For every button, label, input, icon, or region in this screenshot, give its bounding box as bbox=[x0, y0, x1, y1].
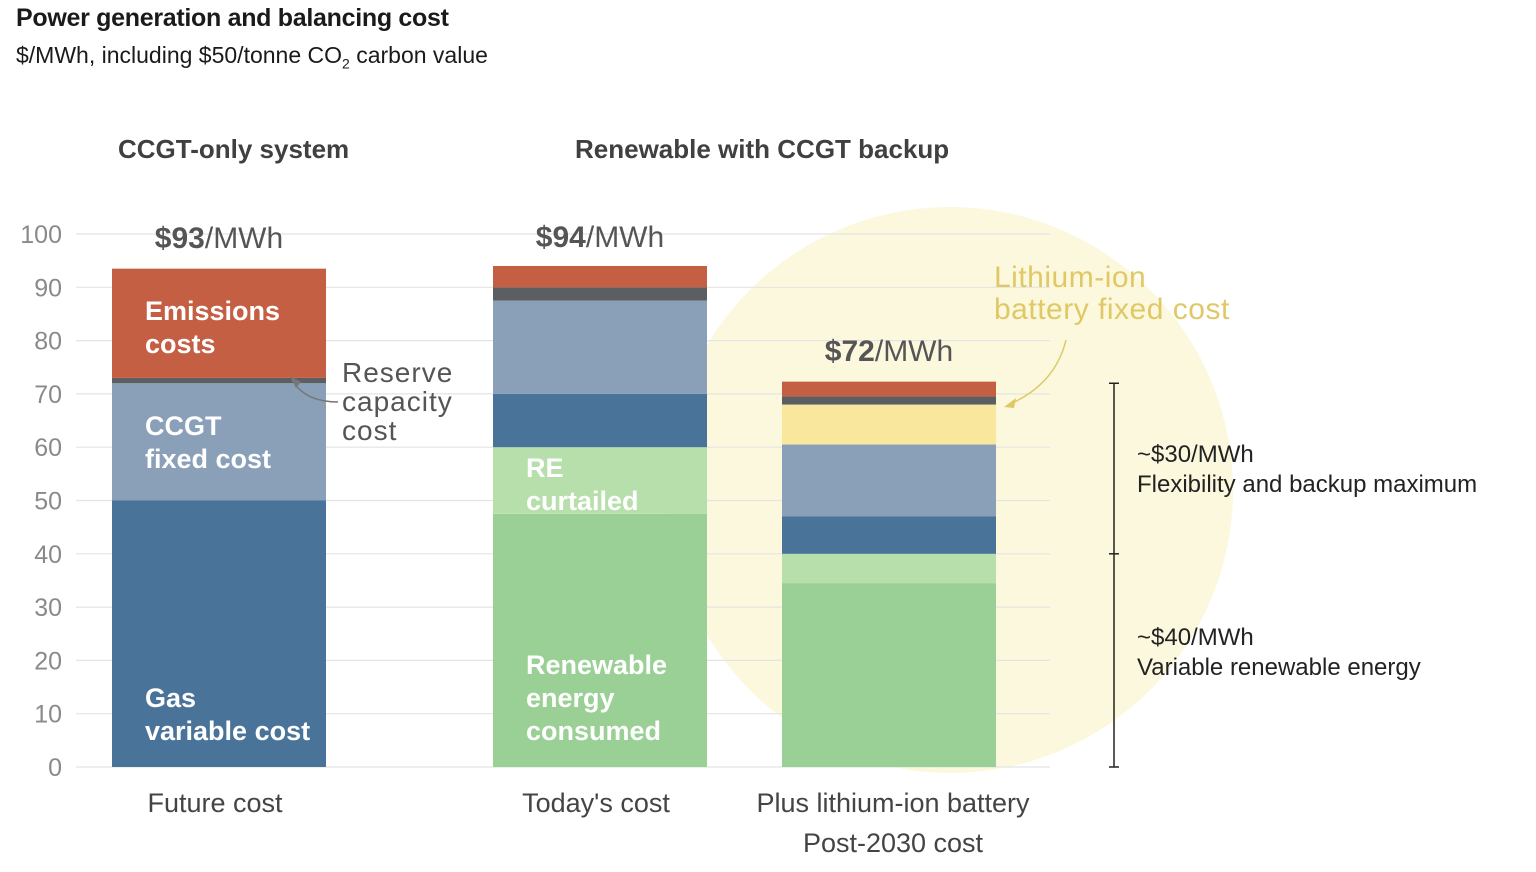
chart-title: Power generation and balancing cost bbox=[16, 4, 449, 32]
bracket-lower-text: ~$40/MWh bbox=[1137, 624, 1254, 651]
bar-segment-re_curtailed bbox=[493, 447, 707, 514]
bar-total-label: $93/MWh bbox=[155, 222, 283, 255]
reserve-annotation-text: Reserve bbox=[342, 357, 453, 388]
category-label: Today's cost bbox=[522, 788, 670, 818]
bar-segment-ccgt_fixed bbox=[112, 383, 326, 501]
reserve-annotation-text: cost bbox=[342, 415, 397, 446]
bar-segment-ccgt_fixed bbox=[493, 300, 707, 394]
bar-segment-re_consumed bbox=[493, 513, 707, 767]
bar-segment-ccgt_fixed bbox=[782, 444, 996, 517]
segment-label: consumed bbox=[526, 716, 661, 746]
y-tick-label: 10 bbox=[34, 701, 62, 729]
y-tick-label: 80 bbox=[34, 328, 62, 356]
battery-arrow-line bbox=[1007, 339, 1067, 406]
bar-segment-re_curtailed bbox=[782, 553, 996, 584]
bar-segment-gas_variable bbox=[782, 516, 996, 554]
battery-annotation-text: Lithium-ion bbox=[994, 261, 1146, 294]
y-tick-label: 0 bbox=[48, 754, 62, 782]
segment-label: Gas bbox=[145, 683, 196, 713]
bar-segment-battery bbox=[782, 404, 996, 445]
y-tick-label: 90 bbox=[34, 274, 62, 302]
bracket-upper-text: Flexibility and backup maximum bbox=[1137, 471, 1477, 498]
y-tick-label: 70 bbox=[34, 381, 62, 409]
segment-label: Emissions bbox=[145, 296, 280, 326]
segment-label: fixed cost bbox=[145, 444, 271, 474]
reserve-arrow-head bbox=[290, 376, 301, 388]
battery-annotation-text: battery fixed cost bbox=[994, 293, 1230, 326]
y-tick-label: 100 bbox=[20, 221, 62, 249]
bar-segment-reserve bbox=[782, 396, 996, 405]
battery-arrow-head bbox=[1004, 398, 1016, 408]
subtitle-subscript: 2 bbox=[342, 55, 350, 72]
bar-segment-gas_variable bbox=[112, 500, 326, 767]
bracket-upper-text: ~$30/MWh bbox=[1137, 441, 1254, 468]
reserve-annotation-text: capacity bbox=[342, 386, 453, 417]
bar-total-label: $72/MWh bbox=[825, 335, 953, 368]
y-tick-label: 60 bbox=[34, 434, 62, 462]
segment-label: Renewable bbox=[526, 650, 667, 680]
subtitle-text: $/MWh, including $50/tonne CO bbox=[16, 42, 343, 68]
group-title-ccgt: CCGT-only system bbox=[118, 134, 350, 164]
bar-segment-emissions bbox=[112, 268, 326, 378]
y-tick-label: 40 bbox=[34, 541, 62, 569]
category-label: Post-2030 cost bbox=[803, 828, 984, 858]
bar-segment-gas_variable bbox=[493, 393, 707, 448]
group-title-renewable: Renewable with CCGT backup bbox=[575, 134, 950, 164]
category-label: Plus lithium-ion battery bbox=[756, 788, 1030, 818]
category-label: Future cost bbox=[147, 788, 283, 818]
bar-segment-emissions bbox=[782, 381, 996, 397]
segment-label: variable cost bbox=[145, 716, 310, 746]
segment-label: CCGT bbox=[145, 411, 222, 441]
bar-segment-re_consumed bbox=[782, 583, 996, 767]
segment-label: RE bbox=[526, 453, 564, 483]
segment-label: costs bbox=[145, 329, 216, 359]
segment-label: curtailed bbox=[526, 486, 639, 516]
y-tick-label: 30 bbox=[34, 594, 62, 622]
bar-segment-emissions bbox=[493, 265, 707, 288]
bracket-lower-text: Variable renewable energy bbox=[1137, 654, 1421, 681]
segment-label: energy bbox=[526, 683, 615, 713]
chart-subtitle: $/MWh, including $50/tonne CO2 carbon va… bbox=[16, 42, 488, 72]
y-tick-label: 20 bbox=[34, 647, 62, 675]
y-tick-label: 50 bbox=[34, 488, 62, 516]
bar-segment-reserve bbox=[493, 287, 707, 301]
bar-total-label: $94/MWh bbox=[536, 221, 664, 254]
bar-segment-reserve bbox=[112, 377, 326, 384]
subtitle-text-end: carbon value bbox=[349, 42, 488, 68]
